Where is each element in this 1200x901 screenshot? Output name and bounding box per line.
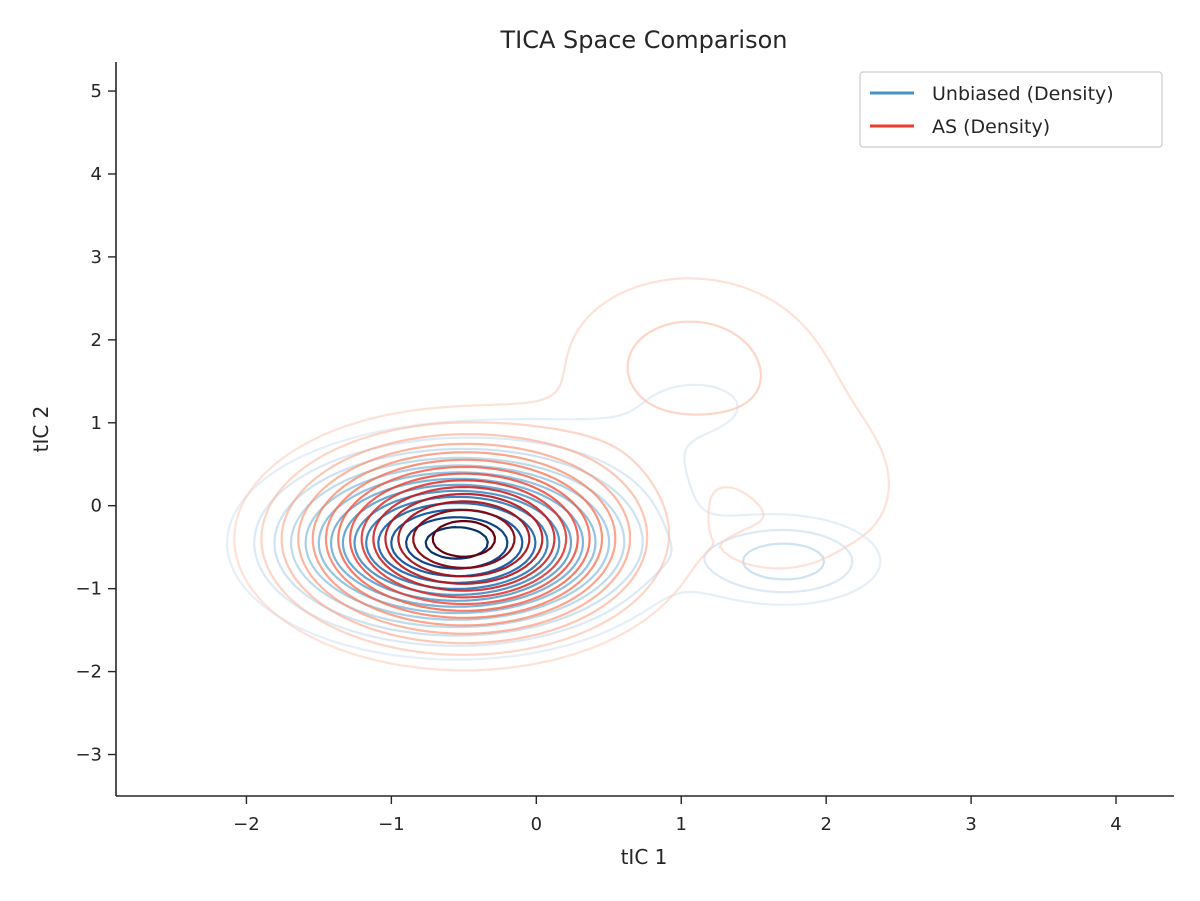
contour-level	[317, 471, 597, 615]
y-tick-label: −3	[75, 745, 102, 766]
contour-level	[330, 477, 585, 608]
contour-level	[324, 458, 604, 619]
x-axis-label: tIC 1	[621, 845, 668, 869]
contour-level	[360, 479, 568, 599]
legend-label-as: AS (Density)	[932, 116, 1050, 138]
x-tick-label: 3	[965, 814, 976, 835]
contour-level	[280, 433, 649, 645]
contour-level	[431, 520, 496, 558]
x-tick-label: 0	[531, 814, 542, 835]
contour-series-0	[226, 383, 882, 661]
contour-level	[226, 383, 882, 661]
y-tick-label: −2	[75, 662, 102, 683]
contour-level	[412, 508, 516, 569]
contour-level	[260, 320, 762, 656]
chart-title: TICA Space Comparison	[499, 26, 787, 54]
legend: Unbiased (Density) AS (Density)	[859, 71, 1163, 148]
y-ticks: −3 −2 −1 0 1 2 3 4 5	[75, 81, 116, 766]
contour-level	[405, 516, 509, 570]
contour-level	[233, 277, 890, 672]
contour-level	[349, 472, 579, 606]
x-ticks: −2 −1 0 1 2 3 4	[233, 796, 1122, 835]
contour-level	[337, 465, 591, 612]
y-tick-label: 1	[91, 413, 102, 434]
contour-level	[297, 442, 632, 635]
y-tick-label: 2	[91, 330, 102, 351]
contour-level	[384, 492, 544, 585]
y-tick-label: −1	[75, 579, 102, 600]
y-tick-label: 4	[91, 164, 102, 185]
contour-level	[372, 486, 556, 592]
x-tick-label: −2	[233, 814, 260, 835]
x-tick-label: −1	[378, 814, 405, 835]
contour-level	[377, 501, 537, 584]
legend-label-unbiased: Unbiased (Density)	[932, 83, 1114, 105]
y-tick-label: 5	[91, 81, 102, 102]
contour-level	[365, 495, 549, 590]
contour-level	[397, 500, 531, 578]
legend-frame	[859, 71, 1163, 148]
x-tick-label: 4	[1110, 814, 1121, 835]
x-tick-label: 1	[676, 814, 687, 835]
y-tick-label: 0	[91, 496, 102, 517]
y-tick-label: 3	[91, 247, 102, 268]
contour-series-1	[233, 277, 890, 672]
y-axis-label: tIC 2	[29, 406, 53, 453]
contour-layer	[226, 277, 890, 672]
x-tick-label: 2	[820, 814, 831, 835]
contour-level	[311, 451, 617, 627]
